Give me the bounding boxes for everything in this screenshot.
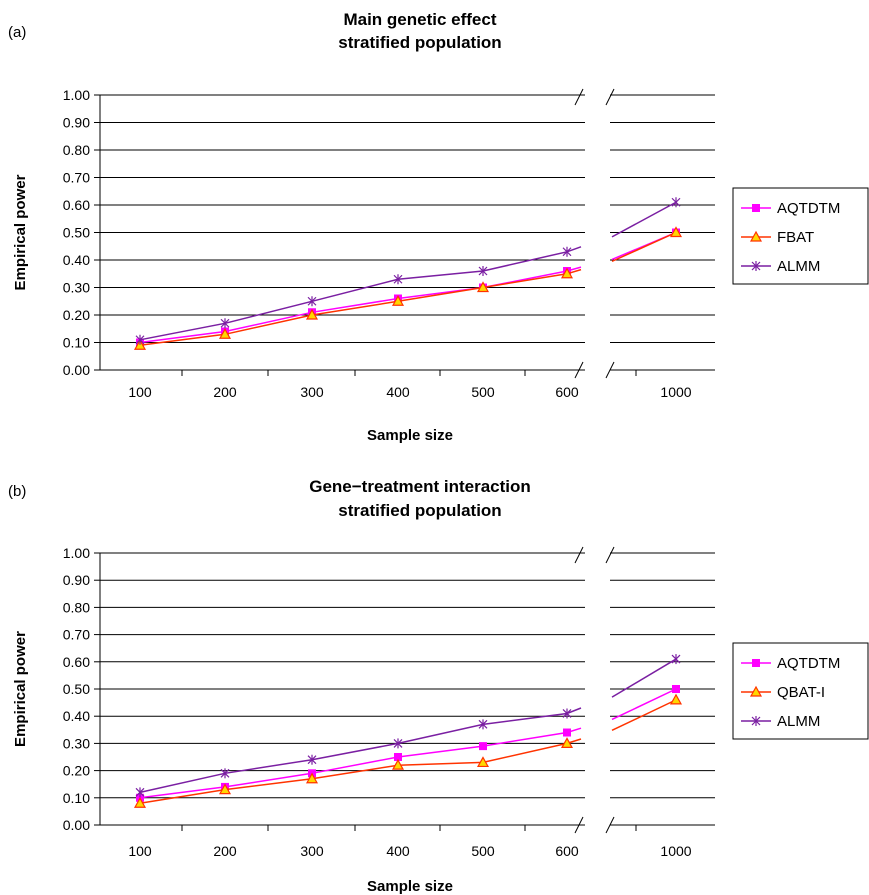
panel1-y-tick-label: 0.40 — [63, 708, 90, 724]
panel0-y-tick-label: 0.20 — [63, 307, 90, 323]
panel1-legend-label: QBAT-I — [777, 684, 825, 701]
panel1-series-0-point — [480, 743, 487, 750]
panel1-series-line-2 — [140, 708, 581, 792]
panel0-axis-break-mark — [606, 89, 614, 105]
panel0-label: (a) — [8, 24, 26, 41]
panel1-y-axis-title: Empirical power — [12, 631, 29, 747]
panel0-x-tick-label: 400 — [386, 384, 410, 400]
panel1-series-0-point — [564, 729, 571, 736]
panel1-x-tick-label: 100 — [128, 843, 152, 859]
panel0-y-tick-label: 0.80 — [63, 142, 90, 158]
panel1-axis-break-mark — [606, 547, 614, 563]
panel1-legend-swatch-marker — [753, 660, 760, 667]
panel1-label: (b) — [8, 483, 26, 500]
panel1-series-line-right-2 — [612, 659, 676, 697]
panel1-x-tick-label: 200 — [213, 843, 237, 859]
panel1-y-tick-label: 0.20 — [63, 763, 90, 779]
panel1-x-tick-label: 500 — [471, 843, 495, 859]
panel0-series-2-point — [672, 197, 680, 207]
panel0-y-tick-label: 0.10 — [63, 335, 90, 351]
panel1-y-tick-label: 0.30 — [63, 735, 90, 751]
panel0-series-line-0 — [140, 267, 581, 342]
panel1-y-tick-label: 0.80 — [63, 599, 90, 615]
panel0-y-tick-label: 0.60 — [63, 197, 90, 213]
panel0-subtitle: stratified population — [338, 33, 501, 52]
panel1-legend-label: ALMM — [777, 713, 820, 730]
panel0-title: Main genetic effect — [343, 10, 496, 29]
panel0-y-tick-label: 1.00 — [63, 87, 90, 103]
panel1-title: Gene−treatment interaction — [309, 477, 531, 496]
panel0-y-tick-label: 0.40 — [63, 252, 90, 268]
panel1-x-tick-label: 400 — [386, 843, 410, 859]
panel0-x-tick-label: 600 — [555, 384, 579, 400]
panel1-y-tick-label: 0.60 — [63, 654, 90, 670]
panel1-x-axis-title: Sample size — [367, 878, 453, 895]
panel0-x-tick-label: 200 — [213, 384, 237, 400]
panel0-series-line-right-2 — [612, 202, 676, 237]
panel0-y-tick-label: 0.00 — [63, 362, 90, 378]
panel0-legend-swatch-marker — [753, 205, 760, 212]
panel1-x-tick-label: 1000 — [660, 843, 691, 859]
panel1-series-1-point — [671, 695, 681, 704]
panel0-legend-label: FBAT — [777, 229, 814, 246]
panel1-series-0-point — [673, 686, 680, 693]
panel0-x-tick-label: 500 — [471, 384, 495, 400]
panel0-series-line-right-1 — [612, 233, 676, 262]
panel1-x-tick-label: 300 — [300, 843, 324, 859]
panel1-subtitle: stratified population — [338, 501, 501, 520]
panel1-y-tick-label: 0.50 — [63, 681, 90, 697]
panel0-legend-label: ALMM — [777, 258, 820, 275]
panel0-series-line-2 — [140, 247, 581, 340]
panel1-y-tick-label: 0.70 — [63, 627, 90, 643]
panel0-legend-label: AQTDTM — [777, 200, 840, 217]
panel0-x-tick-label: 300 — [300, 384, 324, 400]
panel1-y-tick-label: 0.10 — [63, 790, 90, 806]
panel0-y-tick-label: 0.50 — [63, 225, 90, 241]
panel1-x-tick-label: 600 — [555, 843, 579, 859]
panel1-series-2-point — [672, 654, 680, 664]
panel1-y-tick-label: 0.00 — [63, 817, 90, 833]
panel0-y-axis-title: Empirical power — [12, 174, 29, 290]
panel0-x-tick-label: 1000 — [660, 384, 691, 400]
panel1-y-tick-label: 0.90 — [63, 572, 90, 588]
panel0-y-tick-label: 0.70 — [63, 170, 90, 186]
panel0-y-tick-label: 0.30 — [63, 280, 90, 296]
panel1-series-line-0 — [140, 728, 581, 798]
panel0-axis-break-mark — [575, 89, 583, 105]
panel0-x-tick-label: 100 — [128, 384, 152, 400]
panel0-y-tick-label: 0.90 — [63, 115, 90, 131]
panel1-legend-label: AQTDTM — [777, 655, 840, 672]
panel1-axis-break-mark — [575, 547, 583, 563]
panel1-y-tick-label: 1.00 — [63, 545, 90, 561]
panel0-x-axis-title: Sample size — [367, 427, 453, 444]
